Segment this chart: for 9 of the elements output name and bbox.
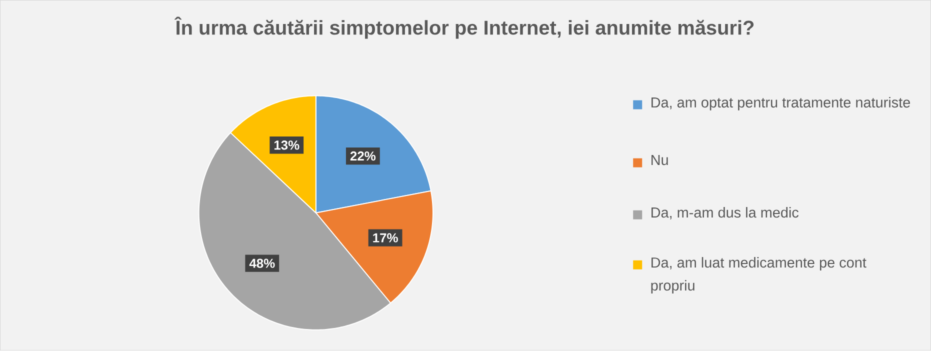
chart-title: În urma căutării simptomelor pe Internet, iei anumite măsuri? [174, 16, 754, 39]
data-label: 22% [350, 152, 376, 161]
data-label: 48% [249, 258, 275, 268]
legend-label: Nu [652, 155, 668, 166]
data-label: 17% [373, 233, 398, 243]
data-label: 13% [274, 140, 300, 150]
legend-label: Da, am luat medicamente pe cont propriu [651, 257, 866, 294]
legend-label: Da, m-am dus la medic [652, 207, 799, 220]
legend-label: Da, am optat pentru tratamente naturiste [652, 97, 910, 111]
